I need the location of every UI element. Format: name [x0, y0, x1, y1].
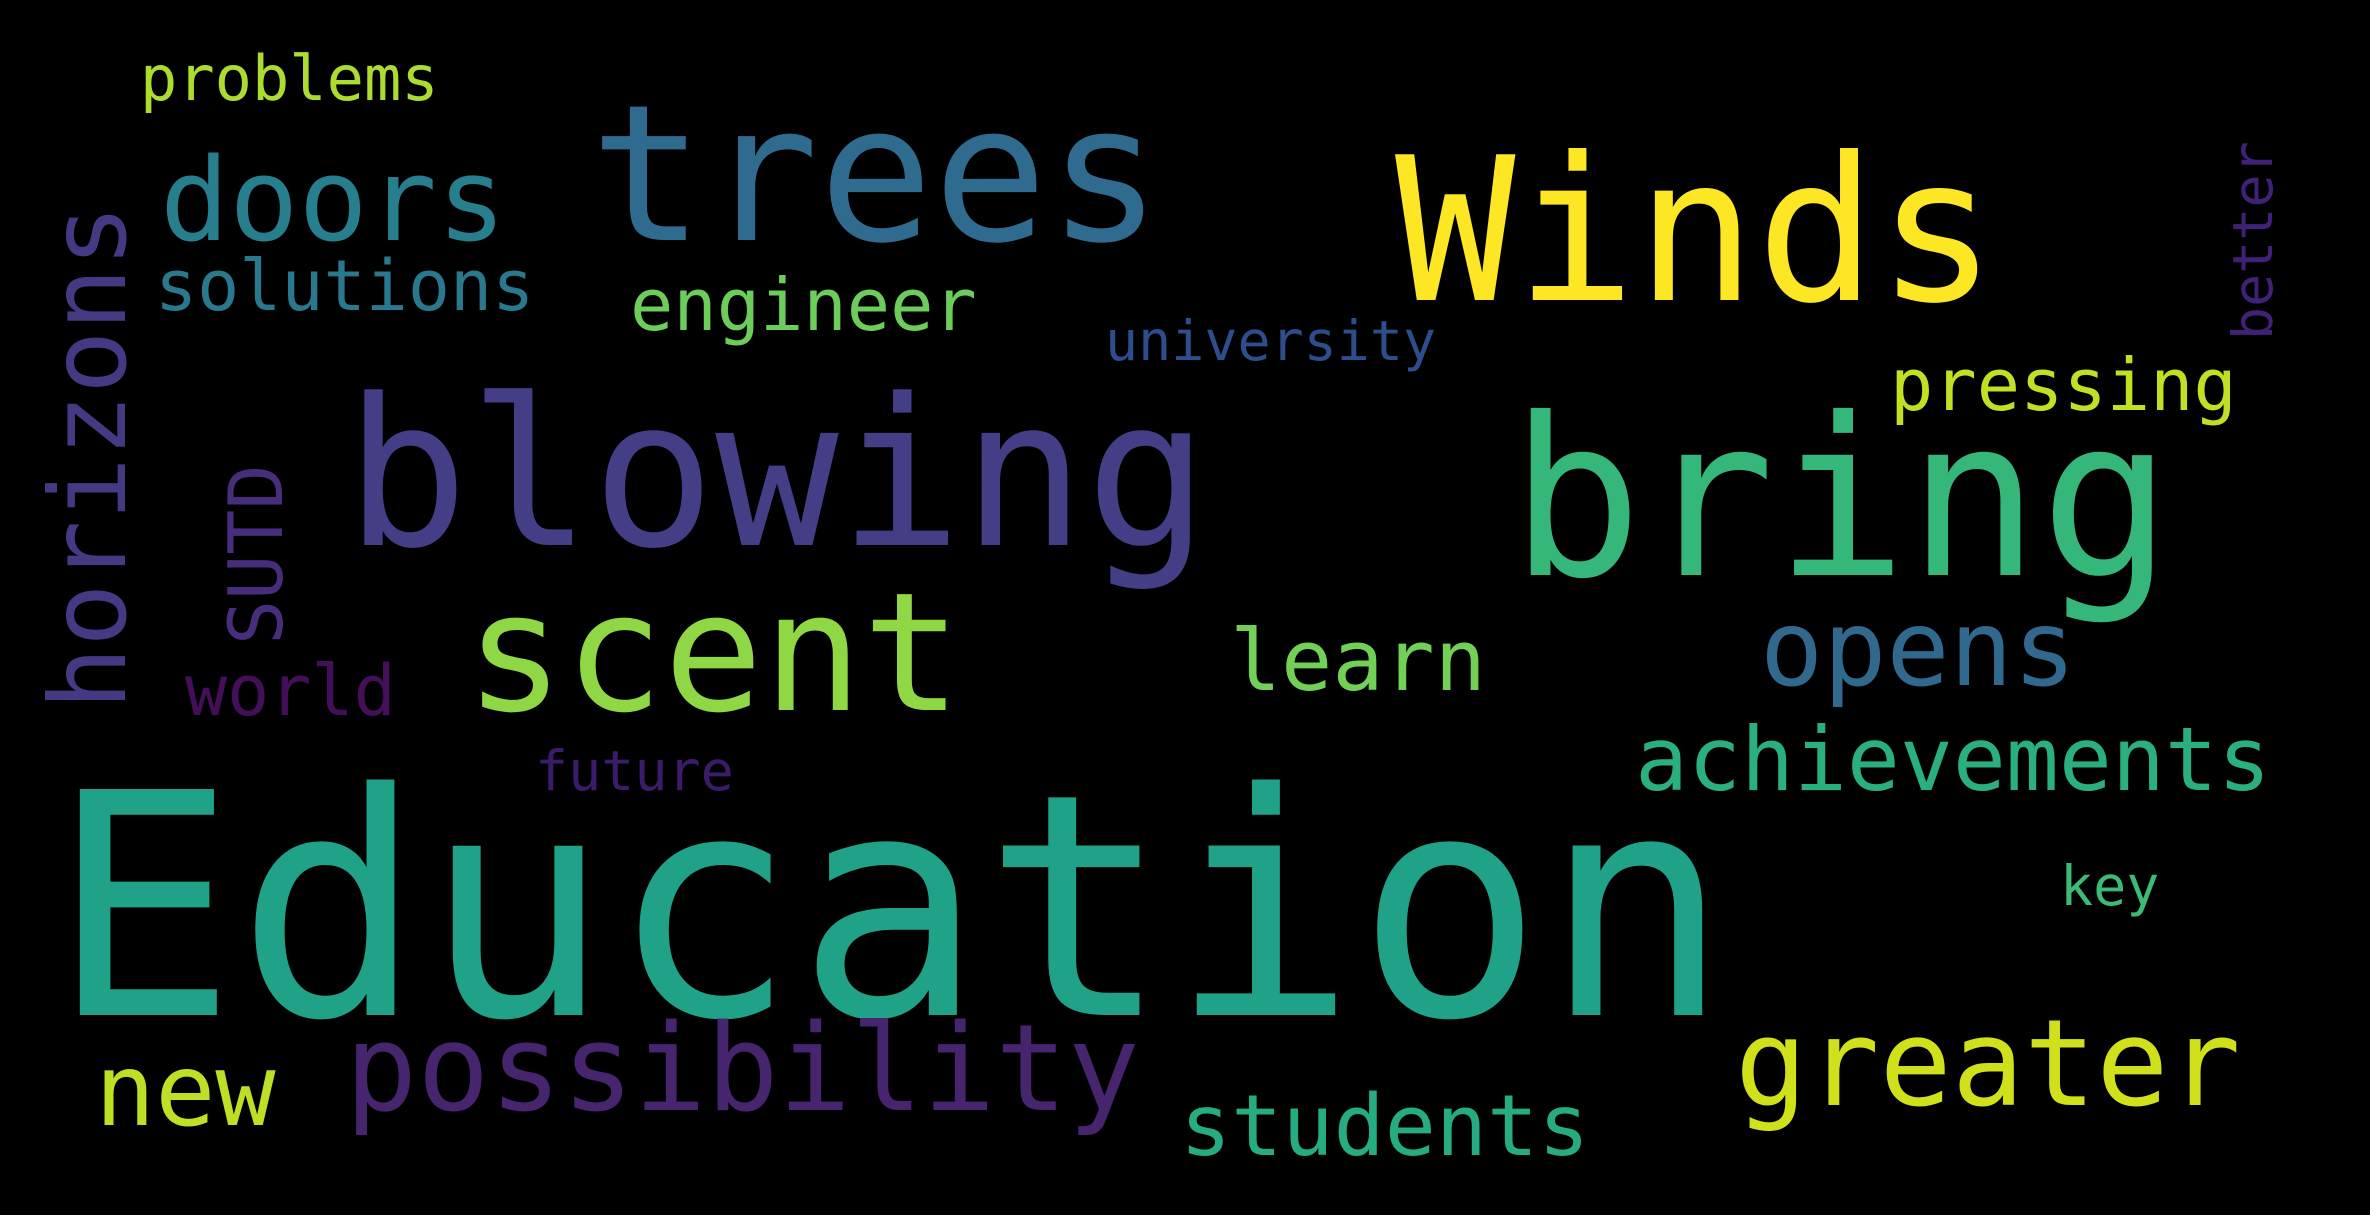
word-key: key	[2060, 854, 2159, 918]
word-greater: greater	[1735, 995, 2241, 1134]
word-pressing: pressing	[1890, 343, 2237, 427]
word-achievements: achievements	[1635, 708, 2271, 811]
word-better: better	[2221, 141, 2285, 340]
word-learn: learn	[1230, 612, 1486, 711]
word-blowing: blowing	[345, 356, 1209, 594]
word-solutions: solutions	[155, 245, 534, 327]
word-possibility: possibility	[345, 1000, 1140, 1139]
word-horizons: horizons	[28, 204, 150, 710]
word-doors: doors	[160, 134, 506, 268]
word-scent: scent	[465, 557, 962, 749]
word-university: university	[1105, 309, 1436, 373]
word-sutd: SUTD	[212, 464, 300, 645]
word-trees: trees	[590, 64, 1162, 285]
word-opens: opens	[1760, 588, 2076, 710]
word-bring: bring	[1510, 371, 2172, 627]
word-students: students	[1180, 1077, 1589, 1176]
word-future: future	[535, 739, 734, 803]
word-education: Education	[50, 728, 1730, 1089]
word-new: new	[95, 1032, 276, 1149]
word-winds: Winds	[1395, 115, 1997, 348]
word-world: world	[185, 650, 396, 732]
word-engineer: engineer	[630, 263, 977, 347]
word-problems: problems	[140, 42, 439, 115]
